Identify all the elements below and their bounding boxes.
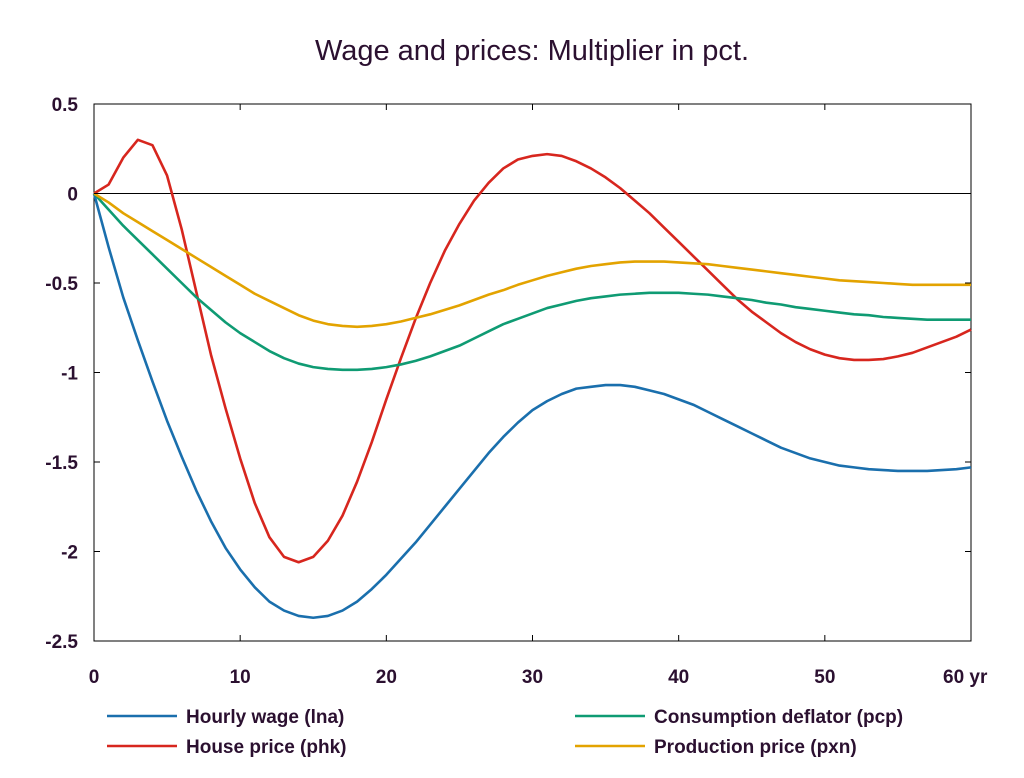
y-tick-label: -1	[61, 364, 78, 385]
series-line-3	[93, 192, 971, 372]
y-tick-label: 0	[67, 185, 78, 206]
x-axis: 0 10 20 30 40 50 60 yr	[89, 104, 988, 688]
series-line-1	[92, 193, 972, 620]
legend-label-3: Consumption deflator (pcp)	[654, 707, 903, 728]
y-tick-label: -2.5	[45, 632, 78, 653]
y-tick-label: -2	[61, 543, 78, 564]
series-lines	[92, 138, 972, 620]
plot-area	[93, 103, 972, 642]
legend-label-1: Hourly wage (lna)	[186, 707, 344, 728]
x-tick-label: 40	[668, 667, 689, 688]
y-tick-label: -0.5	[45, 274, 78, 295]
y-tick-label: 0.5	[52, 95, 79, 116]
series-line-4	[93, 192, 971, 329]
x-tick-label: 0	[89, 667, 100, 688]
legend: Hourly wage (lna) House price (phk) Consum…	[107, 707, 903, 758]
series-line-2	[93, 138, 972, 564]
chart-title: Wage and prices: Multiplier in pct.	[315, 35, 749, 67]
y-axis: 0.5 0 -0.5 -1 -1.5 -2 -2.5	[45, 95, 971, 653]
y-tick-label: -1.5	[45, 453, 78, 474]
legend-label-4: Production price (pxn)	[654, 737, 857, 758]
x-tick-label: 50	[814, 667, 835, 688]
x-tick-label: 60 yr	[943, 667, 988, 688]
legend-label-2: House price (phk)	[186, 737, 346, 758]
plot-border	[93, 103, 972, 642]
x-tick-label: 20	[376, 667, 397, 688]
x-tick-label: 10	[230, 667, 251, 688]
x-tick-label: 30	[522, 667, 543, 688]
